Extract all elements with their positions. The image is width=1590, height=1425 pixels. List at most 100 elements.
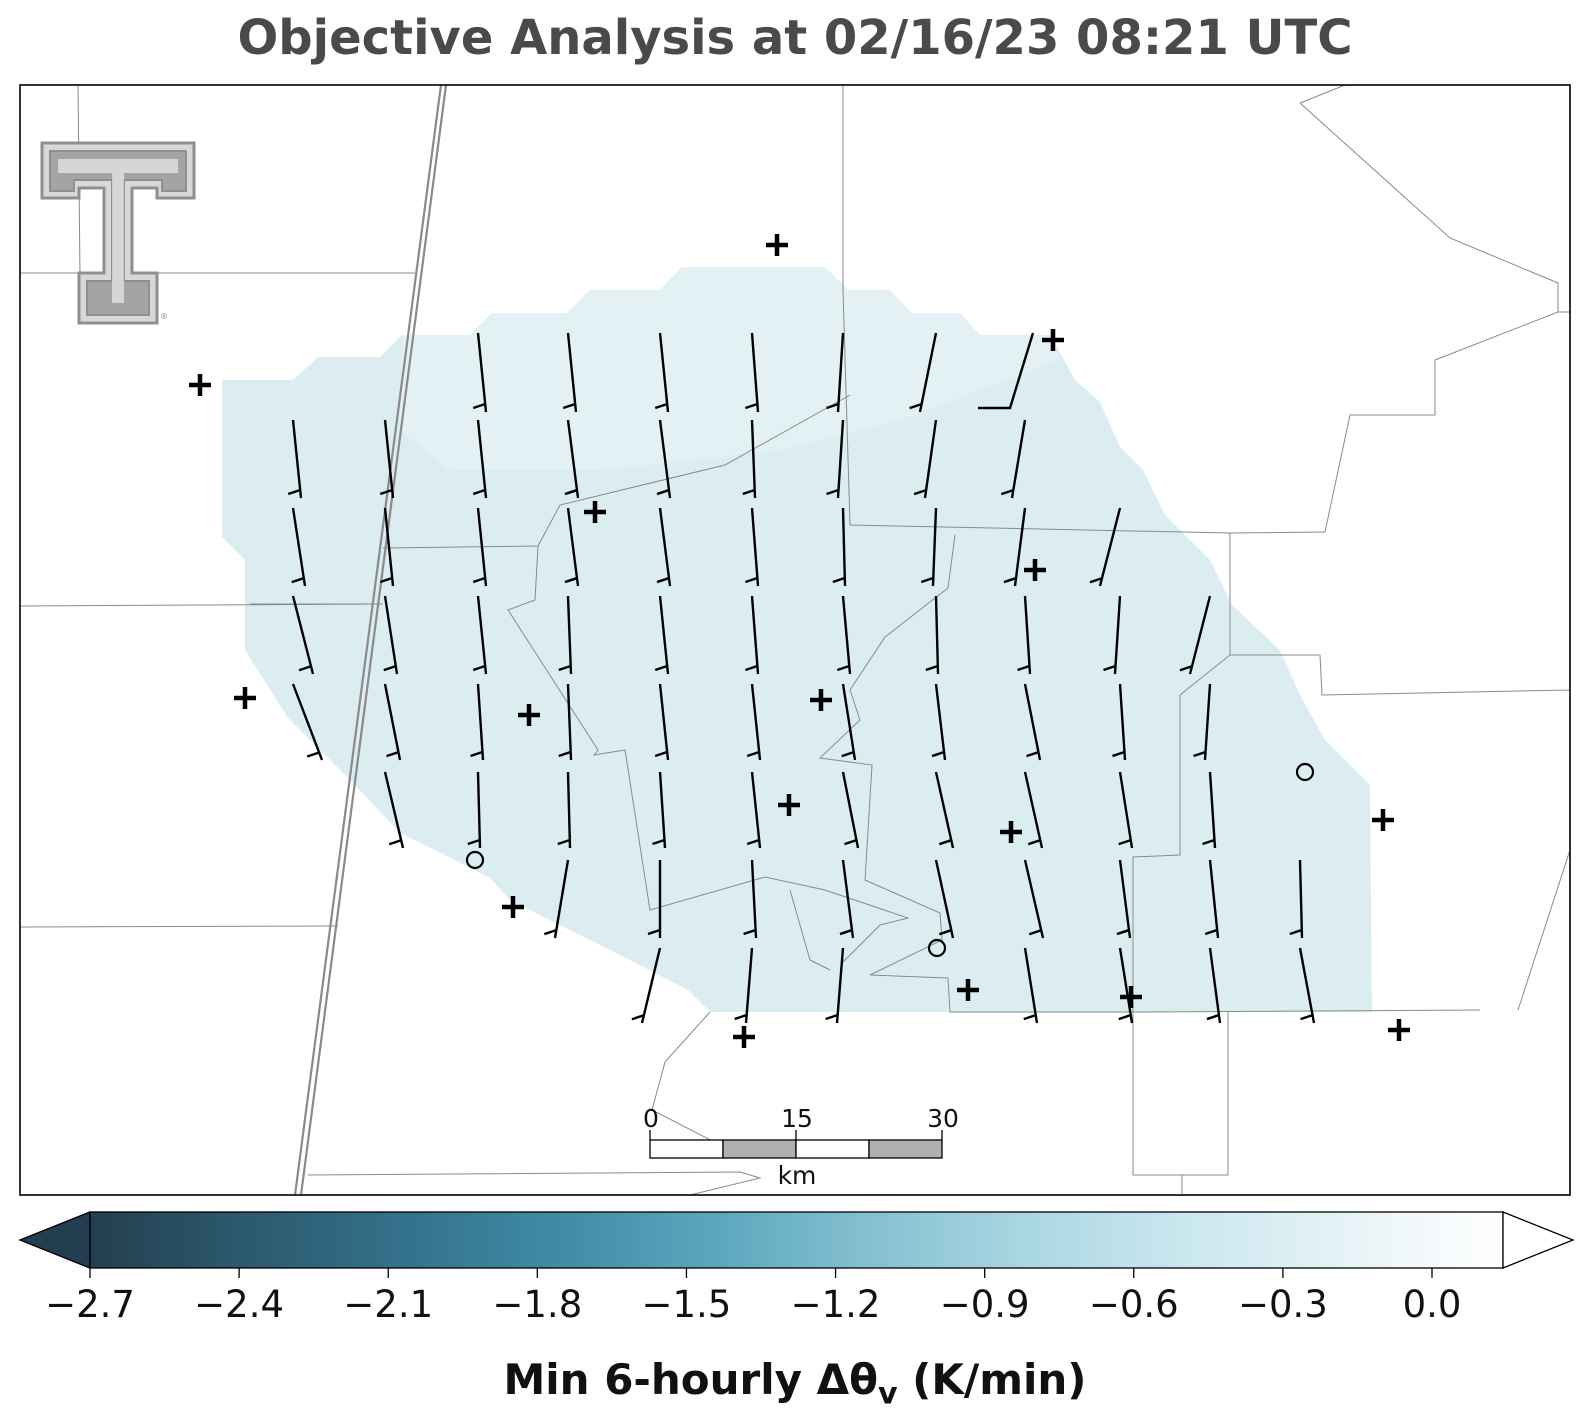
wind-barb (934, 859, 955, 939)
wind-barb (745, 332, 760, 413)
station-plus-marker (189, 374, 211, 396)
colorbar-tick-label: −2.1 (343, 1283, 433, 1326)
station-plus-marker (733, 1026, 755, 1048)
station-circle-marker (465, 850, 485, 870)
station-plus-marker (766, 234, 788, 256)
wind-barb (913, 419, 938, 499)
station-plus-marker (1000, 821, 1022, 843)
wind-barb (654, 683, 670, 761)
station-circle-marker (1295, 762, 1315, 782)
station-plus-marker (1372, 809, 1394, 831)
colorbar-tick-label: −0.9 (940, 1283, 1030, 1326)
colorbar-label: Min 6-hourly Δθv (K/min) (0, 1355, 1590, 1411)
wind-barb (472, 332, 488, 413)
wind-barb (291, 595, 315, 675)
wind-barb (934, 771, 955, 849)
wind-barb (472, 595, 488, 675)
colorbar-tick-label: 0.0 (1403, 1283, 1462, 1326)
wind-barb (654, 332, 670, 413)
colorbar-ticks: −2.7 −2.4 −2.1 −1.8 −1.5 −1.2 −0.9 −0.6 −0.3 0.0 (45, 1268, 1461, 1326)
station-plus-marker (584, 501, 606, 523)
colorbar-label-subscript: v (877, 1376, 898, 1412)
wind-barb (931, 683, 947, 761)
scale-label-30: 30 (927, 1104, 959, 1133)
wind-barb (1118, 947, 1134, 1024)
wind-barb (564, 419, 580, 499)
wind-barb (839, 859, 855, 939)
wind-barb (379, 507, 395, 587)
colorbar-low-extend (18, 1211, 91, 1269)
station-plus-marker (1024, 559, 1046, 581)
wind-barb (826, 419, 845, 499)
wind-barb (1118, 771, 1134, 849)
wind-barb (734, 947, 754, 1024)
wind-barb (743, 859, 758, 939)
scale-unit: km (778, 1161, 817, 1190)
wind-barb (909, 332, 938, 413)
wind-barb (1023, 771, 1044, 849)
analysis-light-band (400, 267, 1060, 470)
wind-barb (745, 507, 760, 587)
colorbar: −2.7 −2.4 −2.1 −1.8 −1.5 −1.2 −0.9 −0.6 −0.3 0.0 (18, 1211, 1575, 1326)
wind-barb (746, 771, 762, 849)
wind-barb (383, 683, 402, 761)
wind-barb (472, 419, 488, 499)
wind-barb (379, 419, 395, 499)
wind-barb (920, 507, 938, 587)
wind-barb (472, 507, 488, 587)
wind-barb (1206, 947, 1222, 1024)
wind-barb (1202, 771, 1217, 849)
wind-barb (656, 507, 672, 587)
wind-barb (826, 332, 845, 413)
wind-barb (543, 859, 570, 939)
wind-barb (1089, 507, 1122, 587)
wind-barb (558, 683, 573, 761)
wind-barb (978, 332, 1035, 410)
wind-barb (1000, 419, 1027, 499)
wind-barb (742, 419, 757, 499)
wind-barb (564, 507, 580, 587)
wind-barb (287, 419, 303, 499)
wind-barb (647, 860, 662, 938)
wind-barb (656, 419, 672, 499)
wind-barb (1116, 859, 1132, 939)
wind-barb (832, 507, 847, 587)
county-boundaries (20, 85, 1570, 1195)
colorbar-tick-label: −1.2 (791, 1283, 881, 1326)
wind-barb (841, 771, 860, 849)
colorbar-label-main: Min 6-hourly Δθ (503, 1355, 878, 1404)
colorbar-tick-label: −0.3 (1238, 1283, 1328, 1326)
highway-line (293, 85, 448, 1195)
wind-barb (467, 771, 482, 849)
station-markers (189, 234, 1410, 1048)
colorbar-tick-label: −1.5 (642, 1283, 732, 1326)
colorbar-tick-label: −0.6 (1089, 1283, 1179, 1326)
map-title: Objective Analysis at 02/16/23 08:21 UTC (237, 10, 1353, 66)
scale-label-15: 15 (781, 1104, 813, 1133)
wind-barb (383, 595, 399, 675)
station-plus-marker (1120, 986, 1142, 1008)
wind-barbs (287, 332, 1316, 1024)
wind-barb (1023, 947, 1039, 1024)
wind-barb (558, 595, 573, 675)
wind-barb (1112, 683, 1127, 761)
colorbar-tick-label: −1.8 (492, 1283, 582, 1326)
wind-barb (562, 332, 578, 413)
wind-barb (1023, 859, 1045, 939)
colorbar-ramp (89, 1211, 1504, 1269)
wind-barb (291, 507, 307, 587)
station-plus-marker (810, 689, 832, 711)
wind-barb (631, 947, 662, 1024)
wind-barb (925, 595, 940, 675)
double-t-logo-icon: ® (40, 141, 196, 325)
wind-barb (1193, 683, 1212, 761)
colorbar-tick-label: −2.7 (45, 1283, 135, 1326)
wind-barb (1289, 859, 1304, 939)
wind-barb (383, 771, 405, 849)
wind-barb (652, 771, 667, 849)
wind-barb (1003, 507, 1027, 587)
svg-text:®: ® (160, 312, 168, 321)
wind-barb (291, 683, 324, 761)
wind-barb (746, 683, 762, 761)
